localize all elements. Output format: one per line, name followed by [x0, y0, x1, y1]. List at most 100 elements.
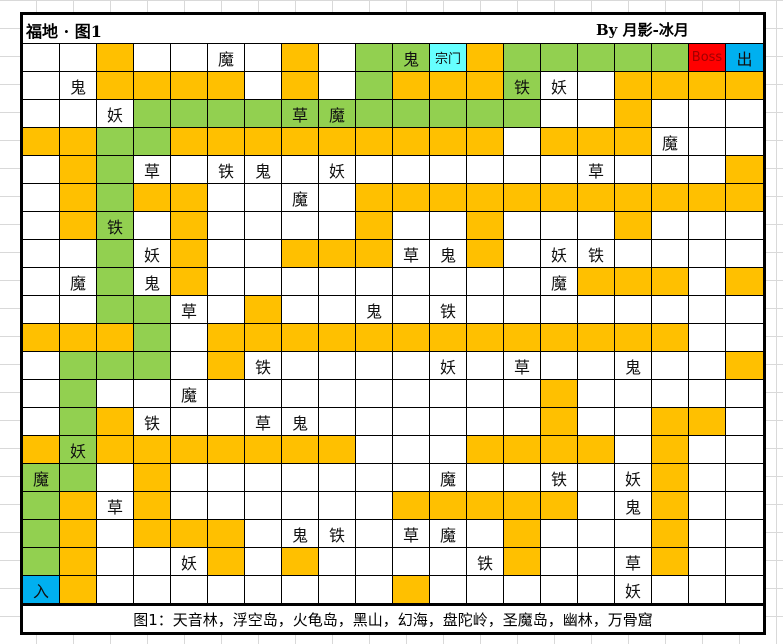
map-cell-blue[interactable]: 出: [726, 44, 763, 72]
map-cell-empty[interactable]: [430, 212, 467, 240]
map-cell-orange[interactable]: [652, 72, 689, 100]
map-cell-empty[interactable]: [578, 100, 615, 128]
map-cell-empty[interactable]: [689, 464, 726, 492]
map-cell-empty[interactable]: [171, 492, 208, 520]
map-cell-empty[interactable]: [23, 268, 60, 296]
map-cell-empty[interactable]: [689, 352, 726, 380]
map-cell-orange[interactable]: [615, 72, 652, 100]
map-cell-empty[interactable]: [393, 212, 430, 240]
map-cell-empty[interactable]: [97, 520, 134, 548]
map-cell-empty[interactable]: [726, 520, 763, 548]
map-cell-empty[interactable]: [726, 128, 763, 156]
map-cell-empty[interactable]: [467, 296, 504, 324]
map-cell-orange[interactable]: [171, 240, 208, 268]
map-cell-empty[interactable]: [689, 128, 726, 156]
map-cell-orange[interactable]: [430, 324, 467, 352]
map-cell-orange[interactable]: [393, 184, 430, 212]
map-cell-green[interactable]: [97, 352, 134, 380]
map-cell-orange[interactable]: [208, 324, 245, 352]
map-cell-orange[interactable]: [726, 72, 763, 100]
map-cell-empty[interactable]: [282, 380, 319, 408]
map-cell-orange[interactable]: [615, 184, 652, 212]
map-cell-empty[interactable]: [319, 408, 356, 436]
map-cell-empty[interactable]: [356, 408, 393, 436]
map-cell-orange[interactable]: [615, 128, 652, 156]
map-cell-empty[interactable]: [171, 324, 208, 352]
map-cell-empty[interactable]: [652, 296, 689, 324]
map-cell-empty[interactable]: [356, 492, 393, 520]
map-cell-empty[interactable]: 草: [504, 352, 541, 380]
map-cell-orange[interactable]: [356, 184, 393, 212]
map-cell-orange[interactable]: [689, 408, 726, 436]
map-cell-red[interactable]: Boss: [689, 44, 726, 72]
map-cell-empty[interactable]: [245, 520, 282, 548]
map-cell-orange[interactable]: [60, 548, 97, 576]
map-cell-orange[interactable]: [23, 436, 60, 464]
map-cell-empty[interactable]: [541, 520, 578, 548]
map-cell-empty[interactable]: 铁: [134, 408, 171, 436]
map-cell-empty[interactable]: [319, 548, 356, 576]
map-cell-empty[interactable]: 鬼: [134, 268, 171, 296]
map-cell-orange[interactable]: [504, 492, 541, 520]
map-cell-empty[interactable]: 草: [134, 156, 171, 184]
map-cell-empty[interactable]: [726, 100, 763, 128]
map-cell-empty[interactable]: 魔: [60, 268, 97, 296]
map-cell-empty[interactable]: [171, 408, 208, 436]
map-cell-green[interactable]: [97, 268, 134, 296]
map-cell-green[interactable]: [60, 408, 97, 436]
map-cell-orange[interactable]: [652, 268, 689, 296]
map-cell-orange[interactable]: [504, 520, 541, 548]
map-cell-empty[interactable]: [282, 296, 319, 324]
map-cell-empty[interactable]: [319, 464, 356, 492]
map-cell-empty[interactable]: [23, 100, 60, 128]
map-cell-orange[interactable]: [319, 436, 356, 464]
map-cell-orange[interactable]: [134, 72, 171, 100]
map-cell-orange[interactable]: [319, 324, 356, 352]
map-cell-orange[interactable]: [282, 128, 319, 156]
map-cell-empty[interactable]: [245, 548, 282, 576]
map-cell-orange[interactable]: [171, 128, 208, 156]
map-cell-empty[interactable]: [504, 156, 541, 184]
map-cell-empty[interactable]: [504, 128, 541, 156]
map-cell-empty[interactable]: [689, 520, 726, 548]
map-cell-green[interactable]: [356, 72, 393, 100]
map-cell-green[interactable]: [504, 44, 541, 72]
map-cell-empty[interactable]: [282, 352, 319, 380]
map-cell-empty[interactable]: [97, 464, 134, 492]
map-cell-orange[interactable]: [171, 212, 208, 240]
map-cell-empty[interactable]: [23, 212, 60, 240]
map-cell-empty[interactable]: [171, 464, 208, 492]
map-cell-empty[interactable]: [726, 492, 763, 520]
map-cell-orange[interactable]: [171, 184, 208, 212]
map-cell-green[interactable]: [97, 128, 134, 156]
map-cell-empty[interactable]: [430, 380, 467, 408]
map-cell-empty[interactable]: [134, 212, 171, 240]
map-cell-green[interactable]: 铁: [504, 72, 541, 100]
map-cell-empty[interactable]: [652, 212, 689, 240]
map-cell-empty[interactable]: [578, 548, 615, 576]
map-cell-empty[interactable]: [319, 44, 356, 72]
map-cell-green[interactable]: [23, 492, 60, 520]
map-cell-orange[interactable]: [578, 436, 615, 464]
map-cell-empty[interactable]: [615, 296, 652, 324]
map-cell-orange[interactable]: [356, 128, 393, 156]
map-cell-empty[interactable]: [504, 268, 541, 296]
map-cell-orange[interactable]: [393, 72, 430, 100]
map-cell-empty[interactable]: 草: [615, 548, 652, 576]
map-cell-orange[interactable]: [430, 72, 467, 100]
map-cell-orange[interactable]: [467, 44, 504, 72]
map-cell-orange[interactable]: [541, 184, 578, 212]
map-cell-empty[interactable]: [467, 408, 504, 436]
map-cell-empty[interactable]: [23, 408, 60, 436]
map-cell-empty[interactable]: [319, 296, 356, 324]
map-cell-green[interactable]: 妖: [60, 436, 97, 464]
map-cell-empty[interactable]: [541, 156, 578, 184]
map-cell-orange[interactable]: [356, 240, 393, 268]
map-cell-orange[interactable]: [282, 324, 319, 352]
map-cell-orange[interactable]: [726, 352, 763, 380]
map-cell-orange[interactable]: [467, 72, 504, 100]
map-cell-orange[interactable]: [171, 436, 208, 464]
map-cell-empty[interactable]: [541, 548, 578, 576]
map-cell-empty[interactable]: 妖: [541, 240, 578, 268]
map-cell-empty[interactable]: 铁: [578, 240, 615, 268]
